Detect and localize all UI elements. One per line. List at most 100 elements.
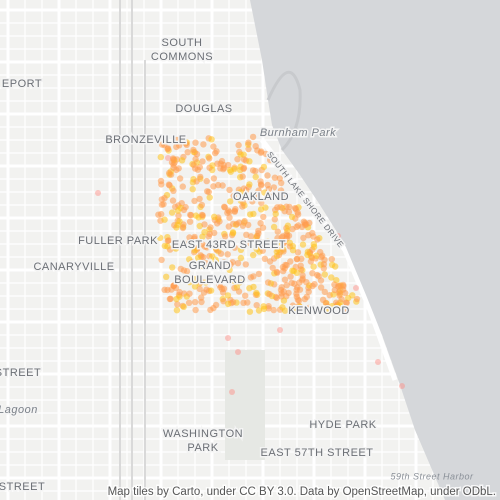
incident-dot: [210, 183, 217, 190]
incident-dot: [216, 281, 223, 288]
incident-dot: [166, 182, 173, 189]
incident-dot: [255, 227, 262, 235]
incident-dot: [239, 222, 247, 229]
place-label: COMMONS: [151, 51, 213, 63]
incident-dot: [217, 250, 225, 257]
incident-dot: [200, 141, 207, 148]
incident-dot: [186, 290, 193, 297]
incident-dot: [183, 268, 191, 275]
incident-dot: [157, 153, 164, 161]
incident-dot: [242, 292, 249, 299]
incident-dot: [280, 248, 287, 255]
incident-dot: [176, 175, 184, 182]
place-label: PARK: [187, 442, 218, 454]
incident-dot: [321, 271, 328, 278]
place-label: STREET: [0, 481, 45, 493]
incident-dot: [299, 272, 306, 279]
incident-dot: [239, 203, 246, 210]
incident-dot: [191, 298, 199, 306]
incident-dot: [300, 234, 307, 242]
incident-dot: [321, 288, 328, 296]
incident-dot: [254, 233, 261, 240]
incident-dot: [165, 155, 171, 161]
incident-dot: [180, 206, 188, 214]
incident-dot: [270, 223, 278, 231]
incident-dot: [262, 204, 269, 211]
incident-dot: [294, 249, 302, 256]
incident-dot: [235, 349, 241, 355]
incident-dot: [203, 286, 210, 293]
incident-dot: [318, 254, 325, 261]
incident-dot: [182, 140, 190, 147]
incident-dot: [186, 278, 193, 286]
incident-dot: [249, 198, 256, 205]
lake: [250, 0, 500, 500]
incident-dot: [305, 288, 312, 295]
incident-dot: [250, 251, 257, 259]
incident-dot: [332, 263, 339, 270]
incident-dot: [249, 133, 257, 141]
incident-dot: [317, 284, 325, 291]
park: [225, 350, 265, 460]
incident-dot: [255, 307, 263, 314]
incident-dot: [185, 299, 193, 306]
incident-dot: [250, 273, 257, 280]
incident-dot: [246, 181, 253, 188]
incident-dot: [191, 197, 198, 205]
incident-dot: [260, 213, 267, 221]
incident-dot: [353, 285, 359, 291]
incident-dot: [166, 169, 173, 177]
incident-dot: [192, 212, 200, 219]
incident-dot: [197, 173, 204, 181]
incident-dot: [165, 237, 172, 244]
incident-dot: [224, 292, 232, 299]
incident-dot: [227, 198, 234, 205]
incident-dot: [226, 186, 233, 194]
incident-dot: [197, 279, 204, 286]
incident-dot: [169, 155, 177, 162]
incident-dot: [235, 288, 243, 295]
incident-dot: [258, 199, 265, 207]
incident-dot: [324, 303, 331, 310]
incident-dot: [173, 307, 181, 314]
incident-dot: [283, 282, 290, 289]
incident-dot: [249, 167, 257, 174]
incident-dot: [283, 232, 291, 239]
incident-dot: [237, 189, 244, 196]
incident-dot: [196, 195, 203, 203]
place-label: BOULEVARD: [174, 274, 246, 286]
incident-dot: [198, 298, 205, 306]
incident-dot: [179, 183, 186, 190]
incident-dot: [343, 299, 350, 307]
incident-dot: [281, 307, 289, 314]
incident-dot: [284, 222, 292, 229]
incident-dot: [246, 158, 253, 165]
incident-dot: [209, 162, 216, 169]
incident-dot: [266, 193, 274, 200]
incident-dot: [323, 308, 330, 316]
incident-dot: [314, 236, 321, 243]
place-label: OAKLAND: [233, 191, 289, 203]
incident-dot: [287, 258, 294, 265]
incident-dot: [178, 157, 186, 164]
incident-dot: [208, 136, 215, 143]
incident-dot: [226, 266, 233, 274]
incident-dot: [220, 285, 228, 292]
incident-dot: [309, 270, 316, 277]
incident-dot: [173, 136, 181, 144]
incident-dot: [219, 182, 226, 189]
incident-dot: [147, 137, 153, 143]
incident-dot: [230, 192, 237, 200]
incident-dot: [237, 246, 245, 253]
incident-dot: [289, 242, 296, 250]
incident-dot: [288, 213, 296, 221]
incident-dot: [235, 141, 242, 149]
incident-dot: [303, 279, 310, 286]
incident-dot: [186, 256, 193, 263]
incident-dot: [205, 188, 212, 196]
incident-dot: [180, 239, 187, 247]
incident-dot: [260, 163, 268, 171]
incident-dot: [157, 177, 165, 185]
incident-dot: [270, 306, 277, 314]
incident-dot: [273, 193, 280, 200]
